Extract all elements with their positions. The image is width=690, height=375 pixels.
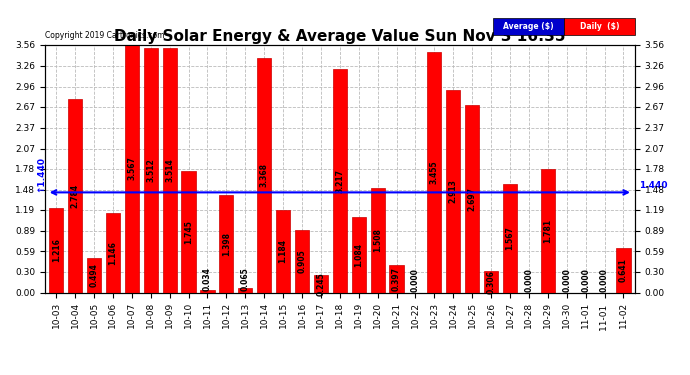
Bar <box>503 183 517 292</box>
Text: 0.641: 0.641 <box>619 258 628 282</box>
Text: 0.065: 0.065 <box>241 267 250 291</box>
Text: 3.567: 3.567 <box>128 157 137 180</box>
Text: 3.455: 3.455 <box>430 160 439 184</box>
Text: 1.084: 1.084 <box>354 243 363 267</box>
Bar <box>219 195 233 292</box>
Bar <box>125 45 139 292</box>
Text: 1.146: 1.146 <box>108 241 117 265</box>
Text: Copyright 2019 Cartronics.com: Copyright 2019 Cartronics.com <box>45 31 164 40</box>
Bar <box>389 265 404 292</box>
Bar <box>276 210 290 292</box>
Bar <box>314 276 328 292</box>
Bar <box>371 188 385 292</box>
Text: 1.216: 1.216 <box>52 238 61 262</box>
Text: 1.745: 1.745 <box>184 220 193 244</box>
Bar <box>465 105 480 292</box>
Bar <box>238 288 253 292</box>
Bar <box>333 69 347 292</box>
Text: 0.905: 0.905 <box>297 249 306 273</box>
Text: 0.000: 0.000 <box>562 268 571 292</box>
Bar <box>144 48 158 292</box>
Bar <box>200 290 215 292</box>
Text: 0.000: 0.000 <box>411 268 420 292</box>
Bar <box>616 248 631 292</box>
Bar <box>541 169 555 292</box>
Text: 0.000: 0.000 <box>600 268 609 292</box>
Bar <box>68 99 82 292</box>
Bar <box>427 52 442 292</box>
Text: 3.368: 3.368 <box>259 164 268 188</box>
Text: 1.781: 1.781 <box>543 219 552 243</box>
Text: 0.306: 0.306 <box>486 270 495 294</box>
Text: 0.000: 0.000 <box>524 268 533 292</box>
Bar <box>352 217 366 292</box>
Text: 1.508: 1.508 <box>373 228 382 252</box>
Text: 0.397: 0.397 <box>392 267 401 291</box>
Bar <box>163 48 177 292</box>
Bar <box>181 171 196 292</box>
Bar <box>446 90 460 292</box>
Text: ↑1.440: ↑1.440 <box>37 156 46 192</box>
Text: 0.245: 0.245 <box>317 272 326 296</box>
Text: 2.697: 2.697 <box>468 187 477 211</box>
Text: 1.398: 1.398 <box>222 232 231 256</box>
Text: Daily  ($): Daily ($) <box>580 22 619 31</box>
Text: 2.784: 2.784 <box>70 184 79 208</box>
Text: 0.034: 0.034 <box>203 267 212 291</box>
Text: 0.494: 0.494 <box>90 263 99 287</box>
Text: 3.514: 3.514 <box>165 159 174 182</box>
Bar <box>295 230 309 292</box>
Bar <box>484 271 498 292</box>
Bar <box>49 208 63 292</box>
Text: 1.184: 1.184 <box>279 239 288 263</box>
Bar <box>493 18 564 35</box>
Bar <box>257 58 271 292</box>
Bar <box>87 258 101 292</box>
Text: 3.512: 3.512 <box>146 159 155 182</box>
Title: Daily Solar Energy & Average Value Sun Nov 3 16:35: Daily Solar Energy & Average Value Sun N… <box>114 29 566 44</box>
Text: 1.567: 1.567 <box>506 226 515 250</box>
Text: Average ($): Average ($) <box>503 22 554 31</box>
Bar <box>564 18 635 35</box>
Text: 2.913: 2.913 <box>448 179 457 203</box>
Text: 1.440: 1.440 <box>638 181 667 190</box>
Bar <box>106 213 120 292</box>
Text: 3.217: 3.217 <box>335 169 344 193</box>
Text: 0.000: 0.000 <box>581 268 590 292</box>
